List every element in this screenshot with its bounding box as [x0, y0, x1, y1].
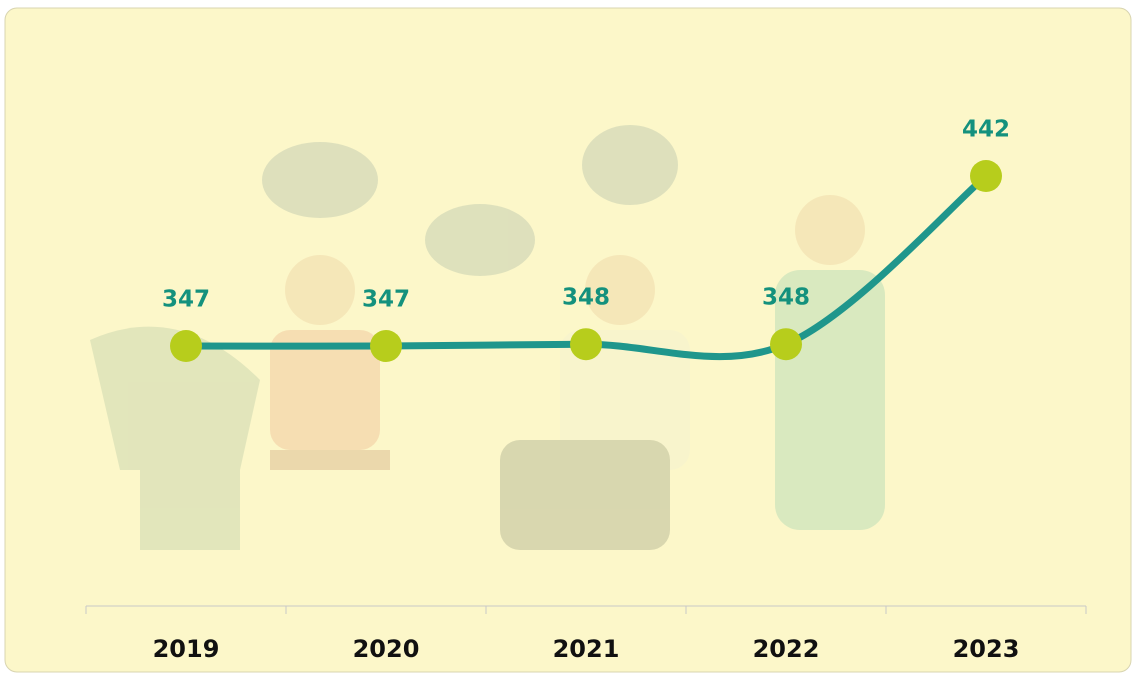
- marker: [370, 330, 402, 362]
- x-tick-label: 2022: [753, 635, 820, 663]
- chart: 2019 2020 2021 2022 2023 347 347 348 348 442: [0, 0, 1137, 675]
- data-label: 348: [762, 285, 810, 311]
- page: 20192020202120222023 347347348348442 (()…: [0, 0, 1137, 675]
- marker: [570, 328, 602, 360]
- marker: [170, 330, 202, 362]
- data-label: 348: [562, 285, 610, 311]
- data-label: 347: [162, 287, 210, 313]
- x-tick-label: 2020: [353, 635, 420, 663]
- data-label: 442: [962, 117, 1010, 143]
- data-label: 347: [362, 287, 410, 313]
- marker: [970, 160, 1002, 192]
- marker: [770, 328, 802, 360]
- x-tick-label: 2023: [953, 635, 1020, 663]
- x-tick-label: 2021: [553, 635, 620, 663]
- x-tick-label: 2019: [153, 635, 220, 663]
